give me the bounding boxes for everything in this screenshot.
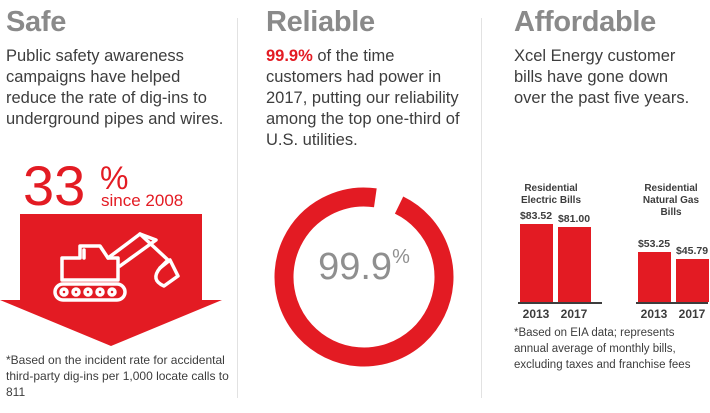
group-electric-title: Residential Electric Bills xyxy=(520,183,582,206)
safe-stat-since: since 2008 xyxy=(101,191,184,210)
donut-value: 99.9 xyxy=(318,246,393,288)
year-tick-label: 2013 xyxy=(522,307,550,321)
bar-value-label: $45.79 xyxy=(675,245,709,258)
excavator-icon xyxy=(0,214,222,346)
reliable-description-rest: of the time customers had power in 2017,… xyxy=(266,47,460,149)
safe-stat-value: 33 xyxy=(23,154,86,217)
safe-stat-unit: % xyxy=(100,160,129,196)
reliable-description: 99.9% of the time customers had power in… xyxy=(266,46,471,151)
affordable-column: Affordable Xcel Energy customer bills ha… xyxy=(484,0,710,413)
axis-electric xyxy=(518,302,602,304)
year-tick-label: 2013 xyxy=(640,307,668,321)
safe-heading: Safe xyxy=(6,6,67,38)
affordable-heading: Affordable xyxy=(514,6,657,38)
affordable-footnote: *Based on EIA data; represents annual av… xyxy=(514,327,691,371)
donut-unit: % xyxy=(392,246,410,268)
donut-label: 99.9% xyxy=(273,246,455,289)
group-gas-title: Residential Natural Gas Bills xyxy=(642,183,700,218)
axis-gas xyxy=(636,302,708,304)
bar-2013-gas xyxy=(638,252,671,302)
bill-bar-chart: Residential Electric Bills Residential N… xyxy=(484,0,710,413)
reliable-highlight: 99.9% xyxy=(266,47,313,65)
reliable-column: Reliable 99.9% of the time customers had… xyxy=(240,0,480,413)
reliable-heading: Reliable xyxy=(266,6,375,38)
donut-arc xyxy=(274,187,454,367)
year-tick-label: 2017 xyxy=(560,307,588,321)
divider-2 xyxy=(481,18,482,398)
bar-2017-electric xyxy=(558,226,591,302)
bar-value-label: $83.52 xyxy=(519,210,553,223)
divider-1 xyxy=(237,18,238,398)
bar-value-label: $53.25 xyxy=(637,238,671,251)
safe-column: Safe Public safety awareness campaigns h… xyxy=(0,0,235,413)
affordable-description: Xcel Energy customer bills have gone dow… xyxy=(514,47,690,107)
safe-description: Public safety awareness campaigns have h… xyxy=(6,47,224,128)
year-tick-label: 2017 xyxy=(678,307,706,321)
safe-footnote: *Based on the incident rate for accident… xyxy=(6,353,229,399)
bar-value-label: $81.00 xyxy=(557,212,591,225)
reliability-donut: 99.9% xyxy=(273,186,455,368)
bar-2017-gas xyxy=(676,259,709,302)
bar-2013-electric xyxy=(520,224,553,302)
